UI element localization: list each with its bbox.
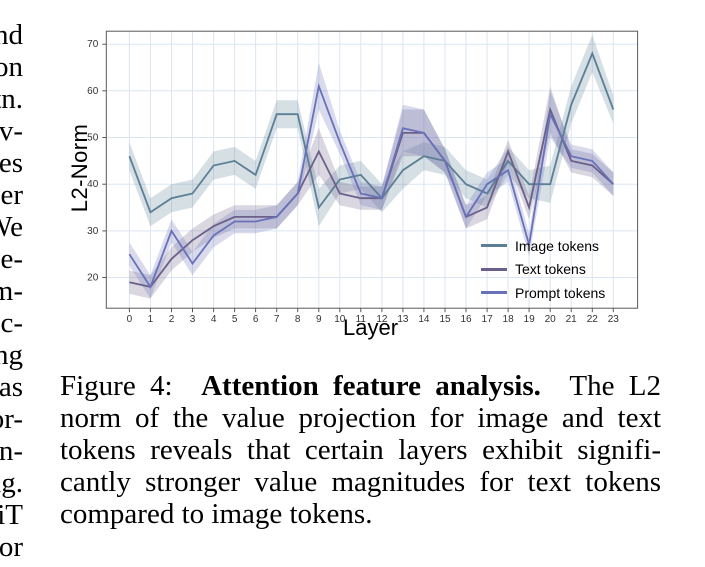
svg-text:1: 1 <box>148 314 154 325</box>
svg-text:20: 20 <box>87 273 99 284</box>
svg-text:13: 13 <box>397 314 409 325</box>
svg-text:14: 14 <box>418 314 430 325</box>
svg-text:6: 6 <box>253 314 259 325</box>
svg-text:70: 70 <box>87 39 99 50</box>
svg-text:22: 22 <box>587 314 599 325</box>
svg-text:15: 15 <box>439 314 451 325</box>
svg-text:21: 21 <box>566 314 578 325</box>
svg-text:4: 4 <box>211 314 217 325</box>
svg-text:18: 18 <box>503 314 515 325</box>
svg-text:20: 20 <box>545 314 557 325</box>
svg-text:9: 9 <box>316 314 322 325</box>
svg-text:16: 16 <box>460 314 472 325</box>
svg-text:8: 8 <box>295 314 301 325</box>
svg-text:2: 2 <box>169 314 175 325</box>
svg-text:3: 3 <box>190 314 196 325</box>
svg-text:30: 30 <box>87 226 99 237</box>
svg-text:23: 23 <box>608 314 620 325</box>
svg-text:60: 60 <box>87 86 99 97</box>
svg-text:19: 19 <box>524 314 536 325</box>
svg-text:7: 7 <box>274 314 280 325</box>
svg-text:5: 5 <box>232 314 238 325</box>
svg-text:0: 0 <box>127 314 133 325</box>
svg-text:17: 17 <box>482 314 494 325</box>
